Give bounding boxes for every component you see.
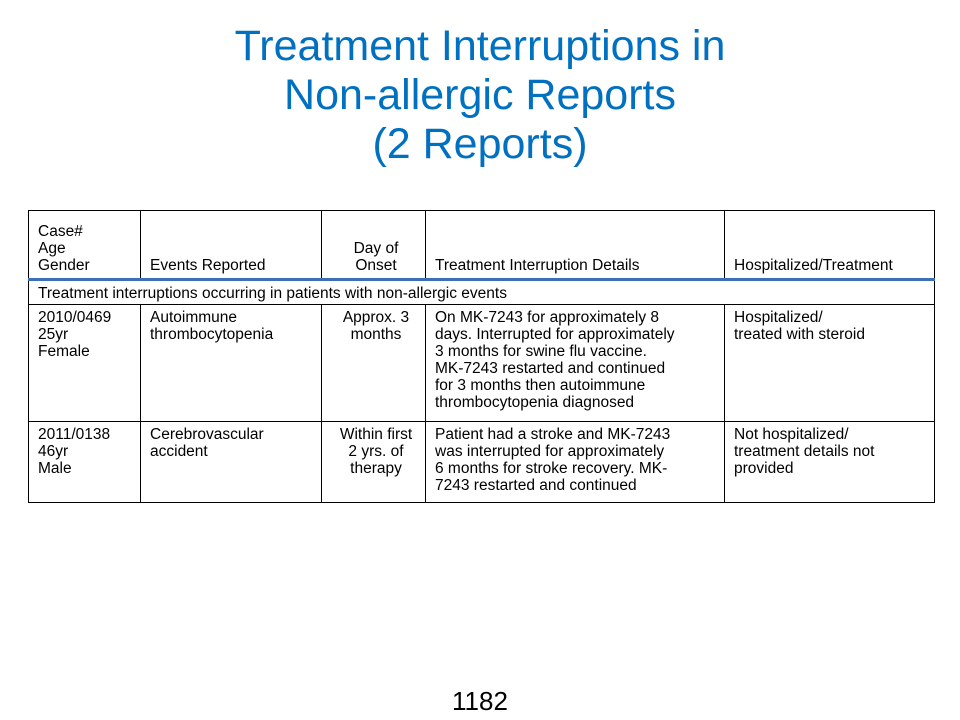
cell-events: Autoimmune thrombocytopenia: [140, 304, 322, 422]
cell-hospitalized: Hospitalized/ treated with steroid: [724, 304, 935, 422]
table-row: 2011/0138 46yr Male Cerebrovascular acci…: [28, 421, 935, 503]
cell-case: 2010/0469 25yr Female: [28, 304, 141, 422]
title-line-3: (2 Reports): [372, 120, 588, 168]
cell-hospitalized: Not hospitalized/ treatment details not …: [724, 421, 935, 503]
header-hospitalized: Hospitalized/Treatment: [724, 210, 935, 281]
page-number: 1182: [452, 686, 508, 716]
title-line-1: Treatment Interruptions in: [234, 22, 726, 70]
slide-title: Treatment Interruptions in Non-allergic …: [120, 22, 840, 169]
title-line-2: Non-allergic Reports: [284, 71, 676, 119]
table-row: 2010/0469 25yr Female Autoimmune thrombo…: [28, 304, 935, 422]
interruptions-table: Case# Age Gender Events Reported Day of …: [28, 210, 935, 503]
header-case: Case# Age Gender: [28, 210, 141, 281]
table-header-row: Case# Age Gender Events Reported Day of …: [28, 210, 935, 281]
cell-details: Patient had a stroke and MK-7243 was int…: [425, 421, 725, 503]
cell-details: On MK-7243 for approximately 8 days. Int…: [425, 304, 725, 422]
header-onset: Day of Onset: [321, 210, 426, 281]
cell-case: 2011/0138 46yr Male: [28, 421, 141, 503]
cell-onset: Approx. 3 months: [321, 304, 426, 422]
cell-onset: Within first 2 yrs. of therapy: [321, 421, 426, 503]
section-row: Treatment interruptions occurring in pat…: [28, 279, 935, 305]
header-events: Events Reported: [140, 210, 322, 281]
header-details: Treatment Interruption Details: [425, 210, 725, 281]
section-label: Treatment interruptions occurring in pat…: [28, 279, 935, 305]
cell-events: Cerebrovascular accident: [140, 421, 322, 503]
